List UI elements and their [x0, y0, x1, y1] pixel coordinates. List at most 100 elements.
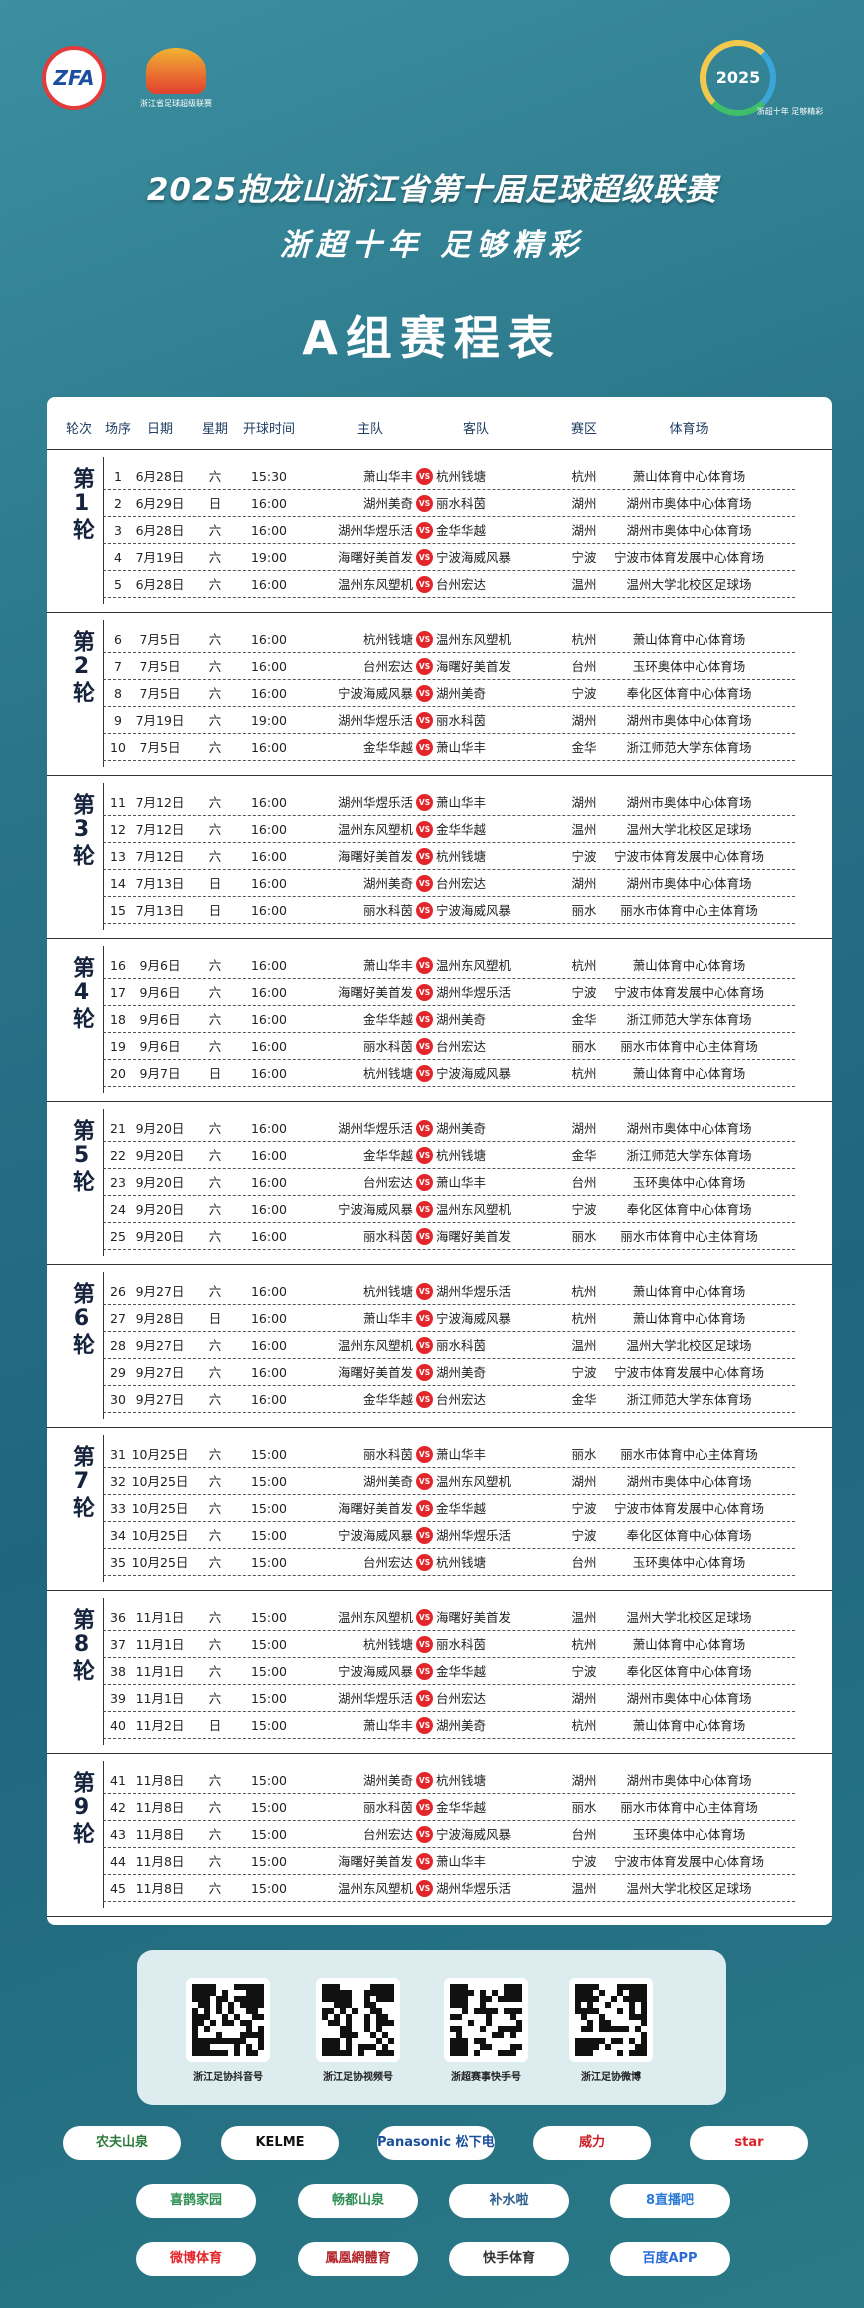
qr-cell — [328, 2008, 334, 2014]
zone: 宁波 — [571, 1501, 597, 1516]
match-number: 7 — [114, 659, 122, 674]
qr-cell — [322, 2038, 328, 2044]
qr-cell — [210, 1990, 216, 1996]
away-team: 杭州钱塘 — [436, 849, 487, 864]
qr-cell — [599, 2020, 605, 2026]
qr-cell — [587, 1996, 593, 2002]
qr-cell — [641, 2038, 647, 2044]
match-number: 37 — [110, 1637, 126, 1652]
qr-cell — [352, 2008, 358, 2014]
kickoff-time: 15:30 — [250, 469, 288, 484]
weekday: 六 — [208, 1827, 222, 1842]
stadium: 湖州市奥体中心体育场 — [626, 496, 752, 511]
qr-cell — [328, 2038, 334, 2044]
match-number: 31 — [110, 1447, 126, 1462]
round-divider — [103, 783, 104, 930]
match-date: 11月1日 — [135, 1610, 185, 1625]
zone: 温州 — [571, 577, 597, 592]
qr-cell — [204, 1984, 210, 1990]
qr-cell — [486, 2014, 492, 2020]
match-date: 9月7日 — [139, 1066, 181, 1081]
away-team: 温州东风塑机 — [436, 958, 512, 973]
match-date: 10月25日 — [131, 1474, 189, 1489]
vs-badge: VS — [416, 1364, 433, 1381]
away-team: 湖州华煜乐活 — [436, 1528, 512, 1543]
vs-badge: VS — [416, 1663, 433, 1680]
round-divider — [103, 1272, 104, 1419]
qr-cell — [456, 1984, 462, 1990]
weekday: 六 — [208, 849, 222, 864]
stadium: 奉化区体育中心体育场 — [626, 1528, 752, 1543]
match-number: 44 — [110, 1854, 126, 1869]
qr-cell — [346, 2038, 352, 2044]
qr-cell — [629, 2050, 635, 2056]
qr-cell — [376, 2008, 382, 2014]
match-number: 19 — [110, 1039, 126, 1054]
away-team: 温州东风塑机 — [436, 1202, 512, 1217]
weekday: 六 — [208, 469, 222, 484]
round-separator — [47, 612, 832, 613]
match-date: 11月2日 — [135, 1718, 185, 1733]
zone: 金华 — [571, 1012, 597, 1027]
match-number: 34 — [110, 1528, 126, 1543]
qr-cell — [581, 2026, 587, 2032]
qr-cell — [240, 2020, 246, 2026]
row-divider — [103, 978, 795, 979]
match-date: 10月25日 — [131, 1528, 189, 1543]
anniversary-logo: 2025 — [700, 40, 776, 116]
qr-cell — [474, 2038, 480, 2044]
qr-cell — [581, 2014, 587, 2020]
row-divider — [103, 1901, 795, 1902]
zone: 湖州 — [571, 1474, 597, 1489]
round-separator — [47, 1101, 832, 1102]
match-number: 18 — [110, 1012, 126, 1027]
home-team: 温州东风塑机 — [337, 1881, 413, 1896]
qr-cell — [581, 2050, 587, 2056]
vs-badge: VS — [416, 1446, 433, 1463]
away-team: 湖州美奇 — [436, 1121, 487, 1136]
vs-badge: VS — [416, 821, 433, 838]
row-divider — [103, 733, 795, 734]
row-divider — [103, 1032, 795, 1033]
kickoff-time: 16:00 — [250, 1284, 288, 1299]
match-date: 9月27日 — [135, 1365, 185, 1380]
qr-cell — [575, 2050, 581, 2056]
qr-cell — [498, 2026, 504, 2032]
qr-cell — [510, 1984, 516, 1990]
qr-cell — [376, 2014, 382, 2020]
row-divider — [103, 1222, 795, 1223]
vs-badge: VS — [416, 957, 433, 974]
stadium: 湖州市奥体中心体育场 — [626, 713, 752, 728]
vs-badge: VS — [416, 848, 433, 865]
home-team: 萧山华丰 — [362, 958, 413, 973]
qr-cell — [462, 2038, 468, 2044]
vs-badge: VS — [416, 576, 433, 593]
row-divider — [103, 869, 795, 870]
row-divider — [103, 1494, 795, 1495]
zone: 湖州 — [571, 795, 597, 810]
match-number: 9 — [114, 713, 122, 728]
qr-cell — [498, 2050, 504, 2056]
qr-cell — [388, 1984, 394, 1990]
stadium: 湖州市奥体中心体育场 — [626, 795, 752, 810]
qr-cell — [334, 2014, 340, 2020]
stadium: 萧山体育中心体育场 — [632, 469, 746, 484]
vs-badge: VS — [416, 1799, 433, 1816]
away-team: 萧山华丰 — [436, 1447, 487, 1462]
away-team: 温州东风塑机 — [436, 1474, 512, 1489]
qr-cell — [252, 2032, 258, 2038]
qr-cell — [641, 2002, 647, 2008]
match-number: 21 — [110, 1121, 126, 1136]
weekday: 六 — [208, 1664, 222, 1679]
qr-cell — [328, 1990, 334, 1996]
match-number: 45 — [110, 1881, 126, 1896]
kickoff-time: 16:00 — [250, 849, 288, 864]
weekday: 六 — [208, 1528, 222, 1543]
qr-cell — [510, 2044, 516, 2050]
zone: 宁波 — [571, 1854, 597, 1869]
qr-cell — [222, 1996, 228, 2002]
qr-cell — [593, 2038, 599, 2044]
qr-cell — [364, 1990, 370, 1996]
vs-badge: VS — [416, 1038, 433, 1055]
round-divider — [103, 1761, 104, 1908]
